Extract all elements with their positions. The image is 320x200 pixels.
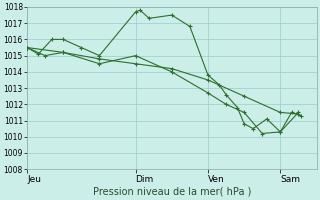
X-axis label: Pression niveau de la mer( hPa ): Pression niveau de la mer( hPa ) xyxy=(92,187,251,197)
